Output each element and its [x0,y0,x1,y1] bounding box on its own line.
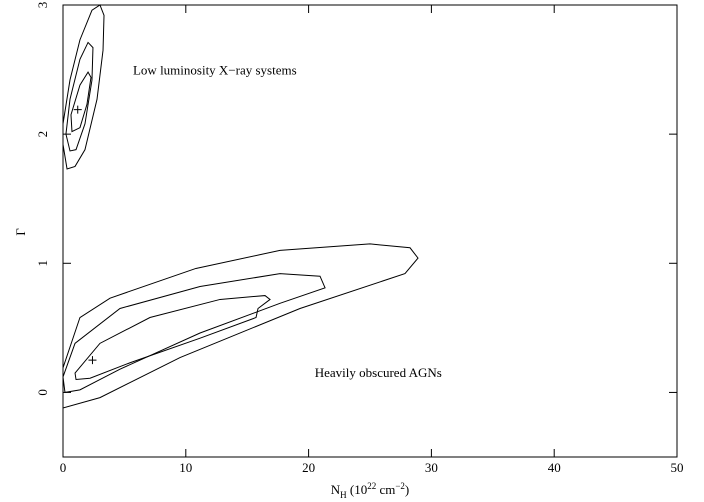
contour [70,71,92,133]
x-axis-label: NH (1022 cm−2) [331,481,410,500]
x-axis-label-part: −2 [395,481,405,491]
x-tick-label: 20 [302,460,315,475]
contour [65,41,94,152]
best-fit-marker [88,356,97,365]
x-axis-label-part: (10 [347,482,368,497]
contour [74,295,271,381]
y-tick-label: 2 [35,131,50,138]
x-tick-label: 40 [548,460,561,475]
best-fit-marker [73,105,82,114]
x-tick-label: 50 [671,460,684,475]
x-tick-label: 0 [60,460,67,475]
x-tick-label: 30 [425,460,438,475]
y-axis-label: Γ [13,228,28,236]
annotation: Heavily obscured AGNs [315,365,442,380]
x-axis-label-part: ) [405,482,409,497]
annotation: Low luminosity X−ray systems [133,63,297,78]
y-tick-label: 3 [35,2,50,9]
x-axis-label-part: cm [376,482,395,497]
contour [62,4,105,170]
x-axis-label-part: N [331,482,341,497]
x-tick-label: 10 [179,460,192,475]
x-axis-label-part: 22 [367,481,376,491]
x-axis-label-part: H [340,490,347,500]
y-tick-label: 1 [35,260,50,267]
y-tick-label: 0 [35,389,50,396]
contour [62,273,326,394]
plot-frame [62,4,678,458]
contour [62,243,419,409]
